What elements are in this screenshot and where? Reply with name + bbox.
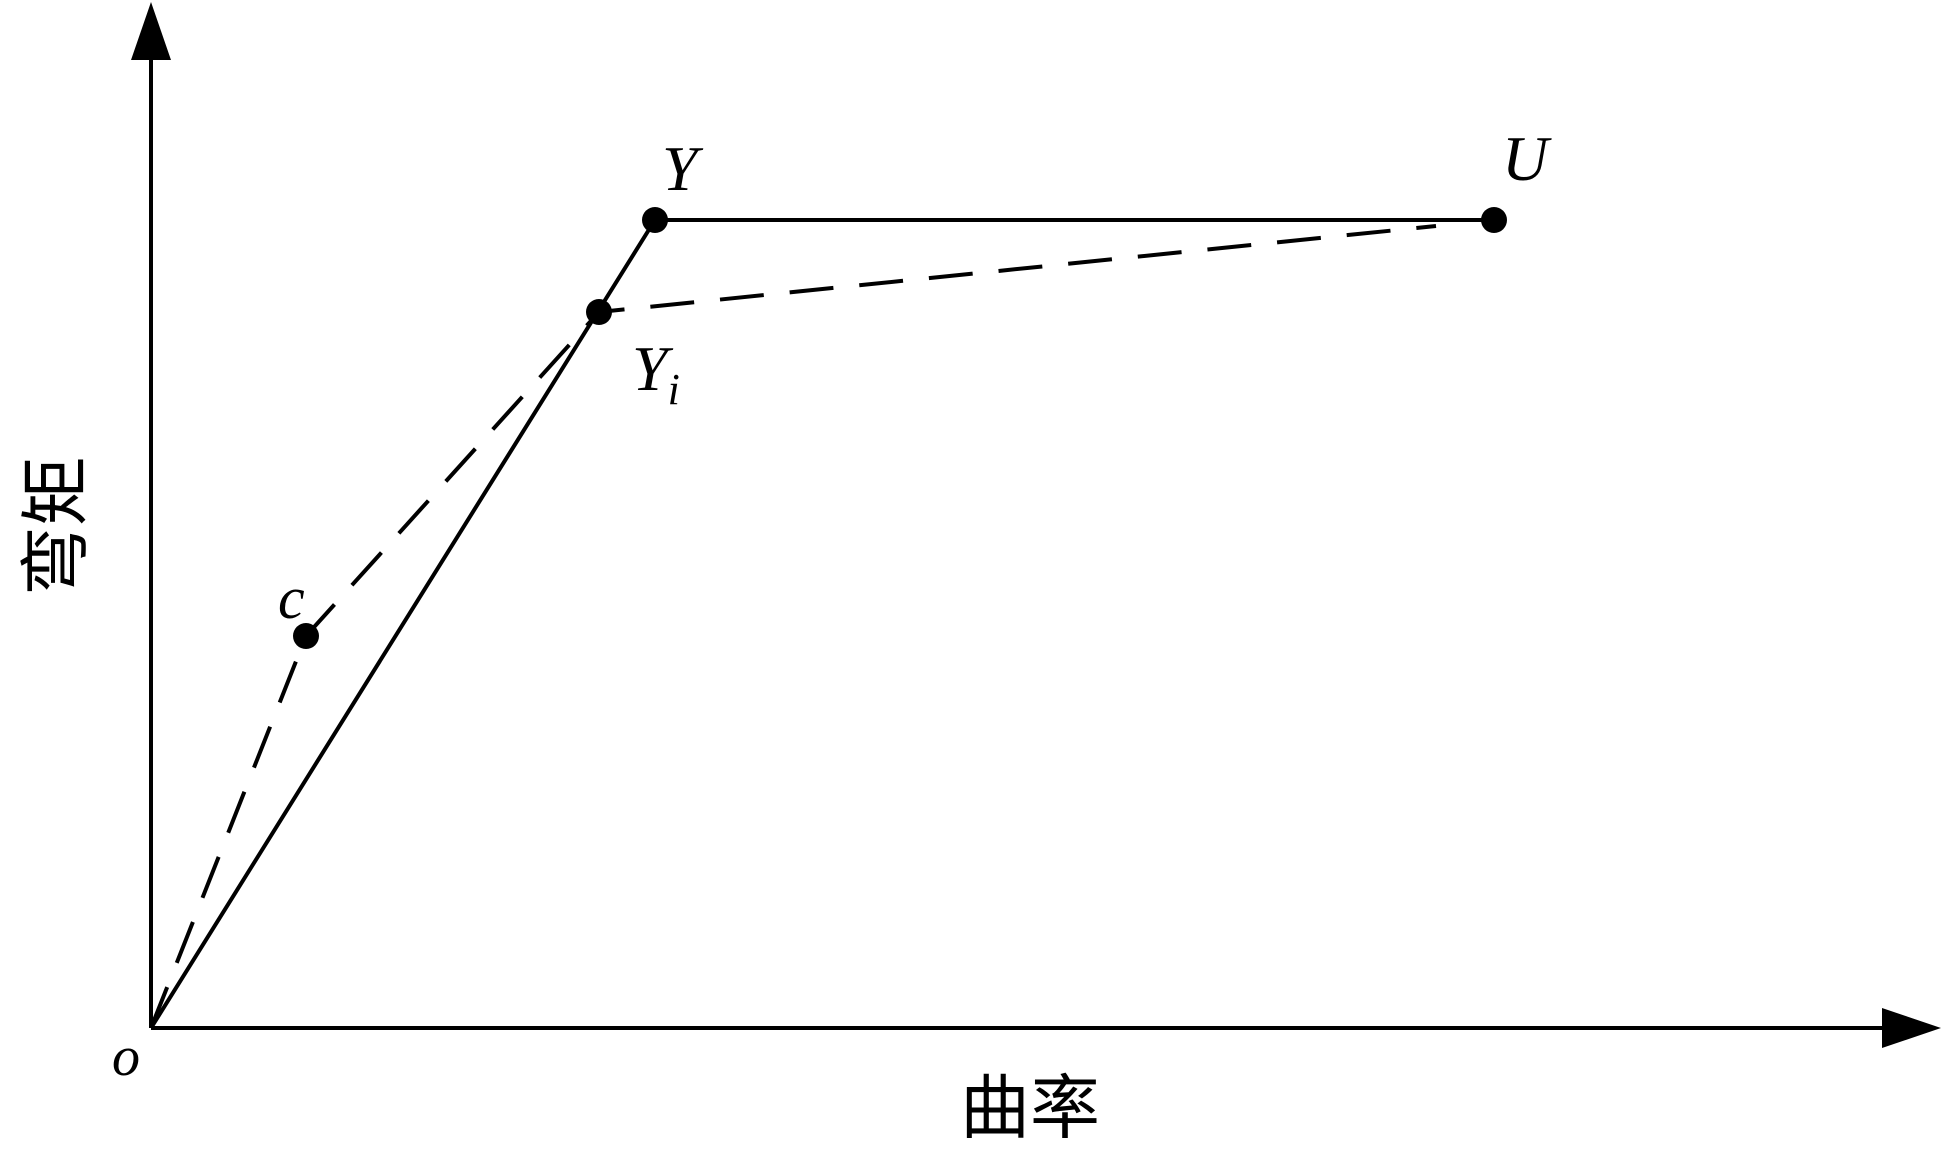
label-Y: Y <box>662 133 704 204</box>
y-axis-arrow <box>131 2 171 60</box>
point-Y <box>642 207 668 233</box>
x-axis-label: 曲率 <box>960 1067 1100 1149</box>
label-Yi: Yi <box>632 333 680 414</box>
x-axis-arrow <box>1882 1008 1941 1048</box>
point-Yi <box>586 299 612 325</box>
trilinear-dashed-curve <box>149 224 1437 1029</box>
y-axis-label: 弯矩 <box>15 456 97 596</box>
label-U: U <box>1502 123 1552 194</box>
origin-label: o <box>112 1026 140 1088</box>
bilinear-solid-curve <box>149 218 1494 1030</box>
label-c: c <box>278 565 305 631</box>
point-c <box>293 623 319 649</box>
point-U <box>1481 207 1507 233</box>
